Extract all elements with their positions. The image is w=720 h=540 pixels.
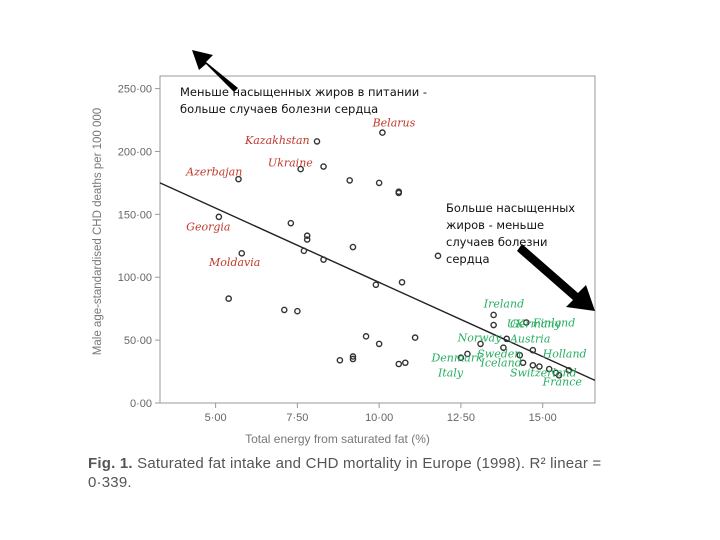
data-point bbox=[238, 250, 246, 257]
annotation-left: Меньше насыщенных жиров в питании - боль… bbox=[180, 85, 428, 116]
country-label: Denmark bbox=[430, 351, 483, 364]
data-point bbox=[320, 163, 327, 170]
data-point bbox=[457, 354, 465, 362]
x-tick-label: 12·50 bbox=[447, 412, 475, 424]
country-label: Sweden bbox=[477, 348, 521, 361]
data-point bbox=[490, 321, 497, 329]
data-point bbox=[477, 340, 484, 348]
annotation-right: Больше насыщенных жиров - меньше случаев… bbox=[446, 201, 576, 266]
data-point bbox=[287, 219, 295, 227]
country-label: Kazakhstan bbox=[244, 134, 310, 147]
data-point bbox=[313, 138, 321, 145]
data-point bbox=[536, 363, 543, 370]
country-label: Norway bbox=[457, 331, 502, 344]
data-point bbox=[375, 179, 383, 187]
plot-frame bbox=[159, 75, 596, 404]
data-point bbox=[215, 213, 223, 221]
data-point bbox=[529, 361, 537, 369]
arrow-down-right-icon bbox=[517, 244, 595, 311]
data-point bbox=[565, 366, 573, 374]
arrow-up-left-icon bbox=[192, 50, 238, 92]
data-point bbox=[516, 351, 524, 359]
x-tick-label: 7·50 bbox=[286, 412, 308, 424]
data-point bbox=[320, 256, 327, 263]
data-point bbox=[529, 346, 537, 354]
country-label: Azerbajan bbox=[185, 165, 242, 178]
data-point bbox=[395, 360, 403, 368]
data-point bbox=[545, 365, 553, 373]
data-point bbox=[294, 307, 301, 315]
y-tick-label: 150·00 bbox=[118, 209, 152, 221]
chart-axes: 5·00 7·50 10·00 12·50 15·00 0·00 50·00 100·00 15… bbox=[92, 75, 596, 446]
data-point bbox=[503, 335, 510, 343]
data-point bbox=[303, 232, 311, 240]
data-point bbox=[523, 319, 530, 326]
data-point bbox=[464, 350, 471, 358]
y-tick-label: 100·00 bbox=[118, 272, 152, 284]
data-point bbox=[349, 355, 357, 363]
trendline bbox=[159, 182, 596, 381]
y-tick-label: 200·00 bbox=[118, 146, 152, 158]
country-label: Holland bbox=[542, 348, 587, 361]
figure-label: Fig. 1. bbox=[88, 455, 133, 472]
data-point bbox=[280, 306, 288, 314]
data-point bbox=[500, 344, 507, 351]
y-tick-label: 250·00 bbox=[118, 84, 152, 96]
data-point bbox=[235, 175, 242, 183]
data-points bbox=[215, 129, 573, 379]
data-point bbox=[349, 353, 357, 360]
country-label: Italy bbox=[437, 367, 464, 380]
data-point bbox=[402, 359, 409, 367]
data-point bbox=[395, 188, 403, 196]
data-point bbox=[375, 340, 383, 348]
country-label: France bbox=[542, 375, 583, 388]
data-point bbox=[303, 236, 311, 243]
y-axis-label: Male age-standardised CHD deaths per 100… bbox=[92, 108, 104, 355]
country-label: Germany bbox=[510, 318, 562, 331]
caption-text: Saturated fat intake and CHD mortality i… bbox=[88, 455, 602, 491]
x-tick-label: 15·00 bbox=[529, 412, 557, 424]
data-point bbox=[336, 356, 344, 364]
country-label: Austria bbox=[509, 333, 550, 346]
data-point bbox=[411, 334, 419, 341]
country-label: Ireland bbox=[483, 297, 524, 310]
data-point bbox=[490, 311, 497, 319]
country-label: Finland bbox=[532, 316, 575, 329]
data-point bbox=[519, 359, 527, 367]
data-point bbox=[434, 252, 442, 260]
country-label: Iceland bbox=[480, 357, 522, 370]
x-tick-label: 10·00 bbox=[365, 412, 393, 424]
country-label: Ukraine bbox=[268, 157, 313, 170]
data-point bbox=[398, 278, 406, 286]
country-label: UK bbox=[507, 318, 525, 331]
data-point bbox=[346, 177, 353, 184]
data-point bbox=[300, 247, 308, 255]
country-labels: Belarus Kazakhstan Ukraine Azerbajan Georgia… bbox=[185, 116, 586, 388]
data-point bbox=[552, 369, 560, 377]
data-point bbox=[349, 243, 357, 251]
y-tick-label: 50·00 bbox=[124, 335, 152, 347]
country-label: Switzerland bbox=[510, 367, 577, 380]
country-label: Belarus bbox=[372, 116, 416, 129]
data-point bbox=[297, 165, 304, 173]
data-point bbox=[379, 129, 386, 136]
trendline-group bbox=[159, 182, 596, 381]
country-label: Georgia bbox=[186, 221, 230, 234]
y-tick-label: 0·00 bbox=[130, 398, 152, 410]
data-point bbox=[225, 295, 232, 302]
figure-caption: Fig. 1. Saturated fat intake and CHD mor… bbox=[88, 454, 648, 492]
x-tick-label: 5·00 bbox=[205, 412, 227, 424]
data-point bbox=[372, 281, 380, 289]
x-axis-label: Total energy from saturated fat (%) bbox=[245, 432, 430, 446]
country-label: Moldavia bbox=[208, 256, 260, 269]
arrows-group bbox=[192, 50, 595, 311]
data-point bbox=[362, 333, 370, 340]
